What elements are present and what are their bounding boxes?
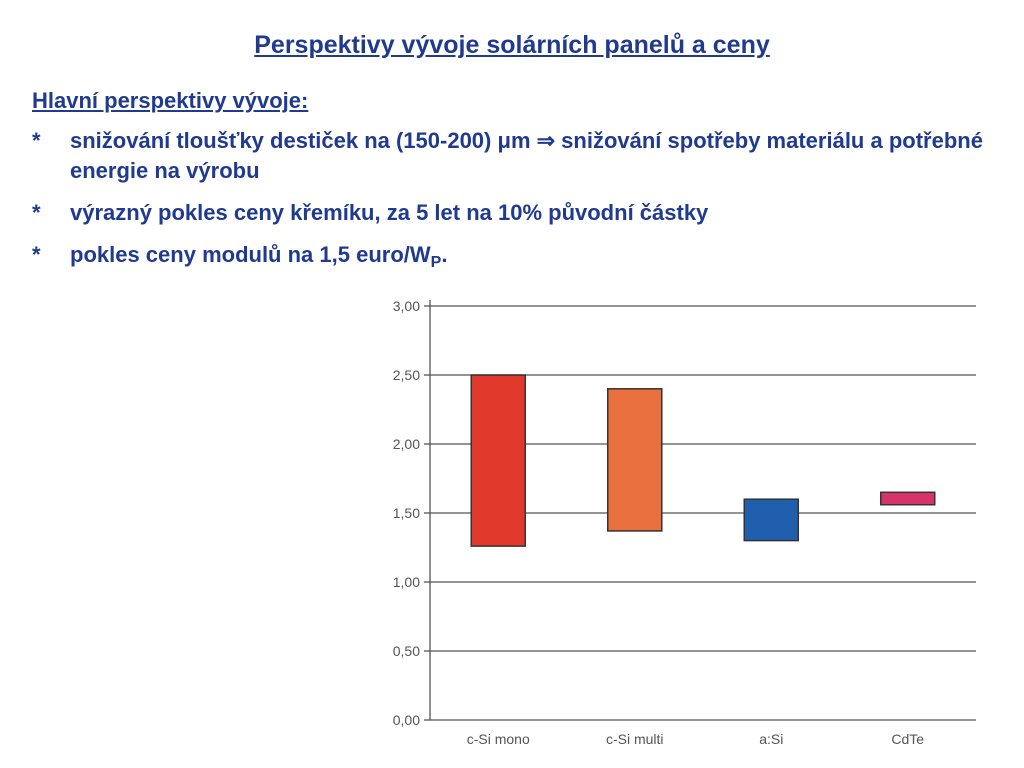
bullet-item: * snižování tloušťky destiček na (150-20…	[32, 126, 992, 186]
y-tick-label: 0,00	[393, 712, 420, 728]
range-bar	[743, 498, 799, 542]
range-bar	[470, 374, 526, 547]
bullet-marker: *	[32, 242, 41, 267]
x-category-label: a:Si	[759, 731, 783, 747]
price-range-chart: 0,00 0,50 1,00 1,50 2,00 2,50 3,00 c-Si mono c-S…	[393, 298, 976, 747]
x-category-label: c-Si multi	[606, 731, 664, 747]
y-tick-label: 3,00	[393, 298, 420, 314]
bullet-text: pokles ceny modulů na 1,5 euro/WP.	[70, 240, 992, 278]
bullet-text-main: pokles ceny modulů na 1,5 euro/W	[70, 242, 431, 267]
bullet-list: * snižování tloušťky destiček na (150-20…	[32, 126, 992, 290]
y-tick-label: 2,00	[393, 436, 420, 452]
bullet-text: výrazný pokles ceny křemíku, za 5 let na…	[70, 200, 709, 225]
y-tick-label: 2,50	[393, 367, 420, 383]
y-tick-label: 0,50	[393, 643, 420, 659]
x-category-label: CdTe	[891, 731, 924, 747]
bullet-item: * pokles ceny modulů na 1,5 euro/WP.	[32, 240, 992, 278]
x-category-label: c-Si mono	[467, 731, 530, 747]
bullet-item: * výrazný pokles ceny křemíku, za 5 let …	[32, 198, 992, 228]
y-tick-label: 1,00	[393, 574, 420, 590]
bullet-suffix: .	[441, 242, 448, 267]
subheading: Hlavní perspektivy vývoje:	[32, 88, 309, 113]
bullet-marker: *	[32, 128, 41, 153]
slide-title: Perspektivy vývoje solárních panelů a ce…	[254, 31, 770, 59]
range-bar	[607, 388, 663, 532]
bullet-text: snižování tloušťky destiček na (150-200)…	[70, 128, 983, 183]
subscript-p: P	[430, 254, 442, 271]
y-tick-label: 1,50	[393, 505, 420, 521]
bullet-marker: *	[32, 200, 41, 225]
range-bar	[880, 491, 936, 506]
